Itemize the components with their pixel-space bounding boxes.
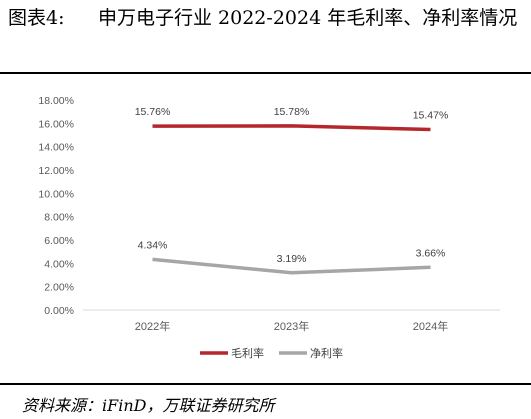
x-tick-label: 2024年 <box>413 319 448 333</box>
data-label: 15.47% <box>413 110 449 122</box>
y-tick-label: 14.00% <box>38 142 74 154</box>
data-label: 3.66% <box>416 247 446 259</box>
y-tick-label: 8.00% <box>44 212 74 224</box>
y-tick-label: 6.00% <box>44 235 74 247</box>
series-line-1 <box>152 124 431 132</box>
legend-label: 净利率 <box>310 346 343 360</box>
y-tick-label: 16.00% <box>38 118 74 130</box>
x-tick-label: 2022年 <box>135 319 170 333</box>
y-tick-label: 18.00% <box>38 95 74 107</box>
source-note: 资料来源：iFinD，万联证券研究所 <box>22 396 275 415</box>
legend-label: 毛利率 <box>231 346 264 360</box>
x-tick-label: 2023年 <box>274 319 309 333</box>
series-line-2 <box>152 257 431 275</box>
figure-label: 图表4: <box>8 7 65 29</box>
data-label: 15.78% <box>274 106 310 118</box>
y-tick-label: 2.00% <box>44 282 74 294</box>
legend: 毛利率 净利率 <box>200 346 343 360</box>
data-labels: 15.76% 15.78% 15.47% 4.34% 3.19% 3.66% <box>135 106 449 265</box>
y-tick-label: 12.00% <box>38 165 74 177</box>
y-tick-label: 10.00% <box>38 188 74 200</box>
title-rule <box>0 72 531 74</box>
x-axis: 2022年 2023年 2024年 <box>135 319 448 333</box>
figure-title-block: 图表4: 申万电子行业 2022-2024 年毛利率、净利率情况 <box>8 4 523 33</box>
data-label: 4.34% <box>138 239 168 251</box>
source-rule <box>0 383 531 385</box>
y-tick-label: 4.00% <box>44 258 74 270</box>
y-tick-label: 0.00% <box>44 305 74 317</box>
data-label: 15.76% <box>135 106 171 118</box>
figure-title: 申万电子行业 2022-2024 年毛利率、净利率情况 <box>98 7 518 29</box>
series-lines <box>152 124 431 275</box>
y-axis: 0.00% 2.00% 4.00% 6.00% 8.00% 10.00% 12.00% 14.… <box>38 95 74 317</box>
data-label: 3.19% <box>277 253 307 265</box>
line-chart: 0.00% 2.00% 4.00% 6.00% 8.00% 10.00% 12.00% 14.… <box>38 95 500 360</box>
